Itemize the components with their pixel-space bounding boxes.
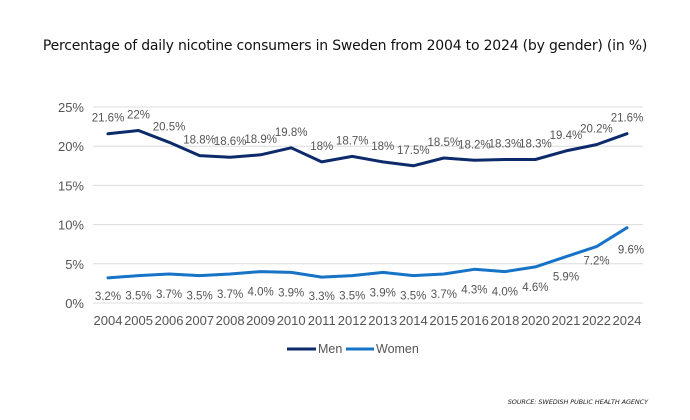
y-tick-label: 10%: [58, 218, 84, 233]
x-tick-label: 2005: [124, 313, 153, 328]
data-label-men: 22%: [127, 110, 150, 122]
data-label-men: 20.2%: [580, 124, 613, 136]
y-tick-label: 20%: [58, 139, 84, 154]
data-label-women: 3.2%: [95, 291, 121, 303]
y-tick-label: 25%: [58, 100, 84, 115]
series-lines: [106, 129, 629, 280]
x-tick-label: 2008: [216, 313, 245, 328]
data-label-women: 3.5%: [400, 291, 426, 303]
data-label-women: 3.7%: [431, 289, 457, 301]
data-label-women: 3.5%: [339, 291, 365, 303]
chart-title: Percentage of daily nicotine consumers i…: [42, 38, 648, 54]
x-tick-label: 2011: [308, 313, 336, 328]
x-axis: 2004 2005 2006 2007 2008 2009 2010 2011 2012 2013…: [94, 313, 642, 328]
y-tick-label: 15%: [58, 178, 84, 193]
data-label-women: 3.9%: [278, 287, 304, 299]
data-label-women: 3.5%: [125, 291, 151, 303]
data-labels: 21.6% 22%20.5%18.8%18.6%18.9%19.8%18% 18.7…: [92, 110, 644, 303]
data-label-women: 4.0%: [248, 287, 274, 299]
data-label-men: 18%: [371, 141, 394, 153]
data-label-men: 17.5%: [397, 145, 430, 157]
x-tick-label: 2020: [521, 313, 550, 328]
data-label-women: 3.9%: [370, 287, 396, 299]
y-tick-label: 0%: [65, 296, 84, 311]
data-label-men: 18.2%: [458, 139, 491, 151]
data-label-women: 5.9%: [553, 272, 579, 284]
y-axis: 0% 5% 10% 15% 20% 25%: [58, 100, 84, 311]
data-label-men: 18.9%: [244, 134, 277, 146]
source-note: SOURCE: SWEDISH PUBLIC HEALTH AGENCY: [507, 398, 648, 406]
data-label-men: 18.6%: [214, 136, 247, 148]
legend-label-women: Women: [376, 342, 419, 356]
data-label-women: 9.6%: [618, 245, 644, 257]
data-label-men: 18.7%: [336, 135, 369, 147]
x-tick-label: 2013: [368, 313, 397, 328]
legend-label-men: Men: [318, 342, 342, 356]
data-label-women: 7.2%: [583, 256, 609, 268]
x-tick-label: 2009: [246, 313, 275, 328]
series-line-women: [106, 226, 629, 280]
data-label-men: 18.8%: [183, 135, 216, 147]
data-label-men: 19.4%: [550, 130, 583, 142]
x-tick-label: 2022: [582, 313, 611, 328]
data-label-men: 20.5%: [153, 121, 186, 133]
data-label-men: 21.6%: [92, 113, 125, 125]
data-label-women: 3.7%: [217, 289, 243, 301]
data-label-women: 3.7%: [156, 289, 182, 301]
x-tick-label: 2016: [460, 313, 489, 328]
series-line-men: [106, 129, 629, 168]
data-label-women: 3.5%: [186, 291, 212, 303]
gridlines: [93, 106, 643, 304]
data-label-men: 18.3%: [519, 139, 552, 151]
data-label-men: 18.3%: [489, 139, 522, 151]
data-label-men: 18%: [310, 141, 333, 153]
data-label-women: 4.0%: [492, 287, 518, 299]
data-label-women: 4.6%: [522, 282, 548, 294]
x-tick-label: 2004: [94, 313, 123, 328]
data-label-women: 3.3%: [309, 291, 335, 303]
x-tick-label: 2007: [185, 313, 214, 328]
x-tick-label: 2021: [551, 313, 580, 328]
x-tick-label: 2024: [613, 313, 642, 328]
x-tick-label: 2015: [429, 313, 458, 328]
x-tick-label: 2010: [277, 313, 306, 328]
y-tick-label: 5%: [65, 257, 84, 272]
legend: Men Women: [287, 342, 419, 356]
data-label-men: 19.8%: [275, 127, 308, 139]
x-tick-label: 2006: [155, 313, 184, 328]
data-label-men: 21.6%: [611, 113, 644, 125]
data-label-women: 4.3%: [461, 284, 487, 296]
x-tick-label: 2014: [399, 313, 428, 328]
data-label-men: 18.5%: [428, 137, 461, 149]
x-tick-label: 2012: [338, 313, 367, 328]
x-tick-label: 2018: [490, 313, 519, 328]
